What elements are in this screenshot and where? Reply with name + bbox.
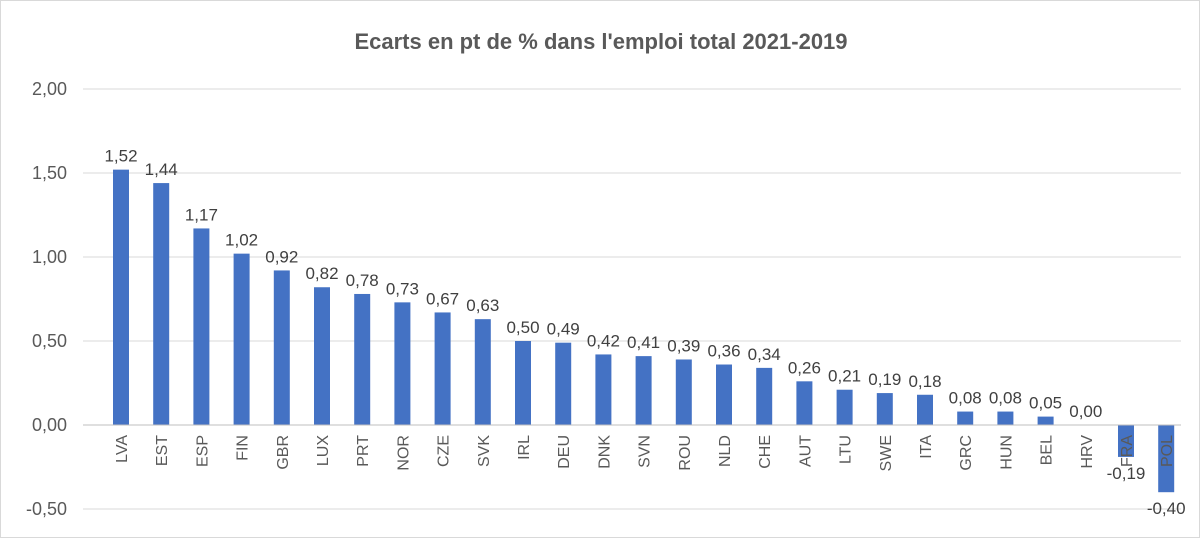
data-label: 0,50 <box>506 318 539 337</box>
category-label: IRL <box>516 435 533 460</box>
bar-aut <box>796 381 813 425</box>
category-label: PRT <box>355 435 372 467</box>
bar-nor <box>394 302 411 425</box>
bar-che <box>756 367 773 425</box>
data-label: 0,78 <box>346 271 379 290</box>
bar-grc <box>957 411 974 425</box>
y-tick-label: 1,00 <box>32 247 67 267</box>
bar-svk <box>474 319 491 425</box>
bar-esp <box>193 228 210 425</box>
bar-dnk <box>595 354 612 425</box>
y-tick-label: -0,50 <box>26 499 67 519</box>
category-label: HRV <box>1079 435 1096 469</box>
data-label: 0,92 <box>265 247 298 266</box>
data-label: 1,52 <box>104 147 137 166</box>
data-label: 0,42 <box>587 331 620 350</box>
category-label: ROU <box>677 435 694 471</box>
bar-prt <box>354 293 371 425</box>
data-label: 0,36 <box>707 342 740 361</box>
category-label: SVK <box>476 435 493 467</box>
category-label: SWE <box>878 435 895 471</box>
data-label: 1,44 <box>145 160 178 179</box>
data-label: 0,21 <box>828 367 861 386</box>
category-label: FRA <box>1119 435 1136 467</box>
bar-ita <box>917 394 933 425</box>
bar-lux <box>314 287 330 425</box>
y-tick-label: 0,00 <box>32 415 67 435</box>
data-label: 0,08 <box>989 389 1022 408</box>
data-label: 0,26 <box>788 358 821 377</box>
category-label: DEU <box>556 435 573 469</box>
category-label: LVA <box>114 435 131 463</box>
data-label: 0,08 <box>949 389 982 408</box>
data-label: -0,19 <box>1107 464 1146 483</box>
category-label: AUT <box>797 435 814 467</box>
category-label: LUX <box>315 435 332 466</box>
category-label: LTU <box>838 435 855 464</box>
y-axis-tick-labels: -0,50 0,00 0,50 1,00 1,50 2,00 <box>26 79 67 519</box>
y-tick-label: 2,00 <box>32 79 67 99</box>
bar-lva <box>113 169 129 425</box>
category-label: ESP <box>194 435 211 467</box>
data-label: 0,18 <box>908 372 941 391</box>
bar-fra <box>1118 425 1134 457</box>
bar-cze <box>434 312 451 425</box>
data-label: 0,41 <box>627 333 660 352</box>
bar-fin <box>233 253 250 425</box>
category-label: BEL <box>1039 435 1056 465</box>
y-tick-label: 0,50 <box>32 331 67 351</box>
data-label: 0,39 <box>667 336 700 355</box>
data-label: 1,17 <box>185 205 218 224</box>
data-label: 0,05 <box>1029 394 1062 413</box>
category-label: ITA <box>918 435 935 459</box>
category-label: NOR <box>395 435 412 471</box>
data-label: 1,02 <box>225 231 258 250</box>
bars <box>113 169 1175 493</box>
bar-bel <box>1037 416 1054 425</box>
category-label: FIN <box>235 435 252 461</box>
data-label: 0,73 <box>386 279 419 298</box>
bar-nld <box>716 364 732 425</box>
bar-gbr <box>273 270 290 425</box>
bar-rou <box>675 359 692 425</box>
category-label: CZE <box>436 435 453 467</box>
bar-svn <box>635 356 652 425</box>
data-label: 0,34 <box>748 345 781 364</box>
category-label: GBR <box>275 435 292 470</box>
bar-deu <box>555 342 572 425</box>
bar-swe <box>876 393 893 425</box>
y-tick-label: 1,50 <box>32 163 67 183</box>
data-label: 0,00 <box>1069 402 1102 421</box>
data-label: 0,63 <box>466 296 499 315</box>
data-label: 0,19 <box>868 370 901 389</box>
data-label: 0,82 <box>305 264 338 283</box>
chart-title: Ecarts en pt de % dans l'emploi total 20… <box>354 29 847 54</box>
bar-hun <box>997 411 1014 425</box>
category-label: DNK <box>596 435 613 469</box>
data-label: 0,67 <box>426 289 459 308</box>
category-label: CHE <box>757 435 774 469</box>
data-labels: 1,52 1,44 1,17 1,02 0,92 0,82 0,78 0,73 0,67 0,63… <box>104 147 1185 519</box>
data-label: 0,49 <box>547 320 580 339</box>
bar-pol <box>1158 425 1175 493</box>
category-label: GRC <box>958 435 975 471</box>
bar-irl <box>515 341 531 425</box>
bar-est <box>153 183 170 425</box>
category-label: NLD <box>717 435 734 467</box>
category-label: HUN <box>998 435 1015 470</box>
category-labels: LVA EST ESP FIN GBR LUX PRT NOR CZE SVK IRL DEU DNK S… <box>114 435 1176 472</box>
category-label: EST <box>154 435 171 466</box>
category-label: POL <box>1159 435 1176 467</box>
bar-ltu <box>836 389 853 425</box>
data-label: -0,40 <box>1147 499 1186 518</box>
category-label: SVN <box>637 435 654 468</box>
